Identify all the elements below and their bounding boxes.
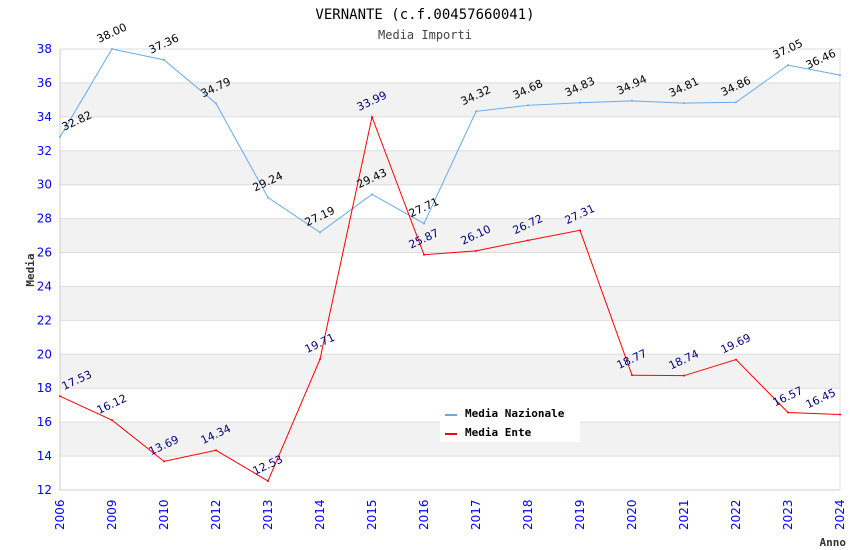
x-tick-label: 2019: [573, 499, 587, 530]
data-point: [59, 135, 61, 138]
y-tick-label: 22: [37, 313, 52, 327]
legend-label-nazionale: Media Nazionale: [465, 407, 565, 420]
grid-band: [60, 82, 840, 117]
y-tick-label: 28: [37, 212, 52, 226]
data-point: [735, 101, 737, 104]
data-point: [319, 358, 321, 361]
y-tick-label: 24: [37, 279, 52, 293]
data-point: [371, 193, 373, 196]
data-point: [839, 413, 841, 416]
x-tick-label: 2020: [625, 499, 639, 530]
data-point: [527, 239, 529, 242]
series-line-nazionale: [59, 48, 841, 233]
data-label: 19.71: [303, 331, 337, 356]
data-point: [839, 74, 841, 77]
data-point: [267, 480, 269, 483]
data-point: [683, 374, 685, 377]
data-point: [319, 231, 321, 234]
y-tick-label: 38: [37, 42, 52, 56]
x-tick-label: 2024: [833, 499, 847, 530]
data-point: [631, 374, 633, 377]
data-point: [475, 249, 477, 252]
data-label: 27.71: [407, 195, 441, 220]
y-tick-label: 26: [37, 246, 52, 260]
grid-band: [60, 286, 840, 321]
data-point: [787, 411, 789, 414]
data-label: 16.12: [95, 392, 129, 417]
x-tick-label: 2010: [157, 499, 171, 530]
legend-box: [440, 400, 580, 442]
data-label: 19.69: [719, 331, 753, 356]
data-point: [111, 48, 113, 50]
data-point: [267, 196, 269, 199]
x-tick-label: 2014: [313, 499, 327, 530]
data-point: [59, 395, 61, 398]
grid-band: [60, 354, 840, 389]
data-point: [371, 116, 373, 119]
data-point: [163, 460, 165, 463]
x-tick-label: 2021: [677, 499, 691, 530]
x-tick-label: 2009: [105, 499, 119, 530]
y-tick-label: 30: [37, 178, 52, 192]
data-point: [423, 253, 425, 256]
y-tick-label: 18: [37, 381, 52, 395]
legend: Media Nazionale Media Ente: [440, 400, 580, 442]
x-tick-label: 2015: [365, 499, 379, 530]
data-point: [579, 229, 581, 232]
data-point: [787, 64, 789, 67]
data-label: 38.00: [95, 21, 129, 46]
y-tick-label: 14: [37, 449, 52, 463]
legend-label-ente: Media Ente: [465, 426, 532, 439]
y-tick-label: 32: [37, 144, 52, 158]
data-label: 36.46: [804, 47, 838, 72]
data-point: [683, 102, 685, 105]
data-point: [631, 99, 633, 102]
y-axis-title: Media: [24, 253, 37, 286]
data-point: [215, 449, 217, 452]
data-point: [111, 419, 113, 422]
x-tick-label: 2006: [53, 499, 67, 530]
chart-title: VERNANTE (c.f.00457660041): [315, 7, 534, 23]
y-tick-label: 12: [37, 483, 52, 497]
x-tick-label: 2013: [261, 499, 275, 530]
data-point: [423, 222, 425, 225]
grid-band: [60, 218, 840, 253]
data-label: 16.45: [804, 386, 838, 411]
data-point: [475, 110, 477, 113]
data-label: 37.36: [147, 31, 181, 56]
x-tick-label: 2016: [417, 499, 431, 530]
data-point: [163, 58, 165, 61]
x-tick-label: 2018: [521, 499, 535, 530]
data-point: [579, 101, 581, 104]
x-tick-label: 2012: [209, 499, 223, 530]
x-axis-title: Anno: [820, 536, 847, 549]
data-label: 37.05: [771, 37, 805, 62]
x-tick-label: 2017: [469, 499, 483, 530]
y-tick-label: 16: [37, 415, 52, 429]
data-point: [527, 104, 529, 107]
chart-subtitle: Media Importi: [378, 28, 472, 42]
x-tick-label: 2022: [729, 499, 743, 530]
y-tick-label: 34: [37, 110, 52, 124]
data-point: [735, 358, 737, 361]
x-tick-label: 2023: [781, 499, 795, 530]
data-point: [215, 102, 217, 105]
series-line-ente: [59, 115, 841, 482]
y-tick-label: 20: [37, 347, 52, 361]
y-tick-label: 36: [37, 76, 52, 90]
